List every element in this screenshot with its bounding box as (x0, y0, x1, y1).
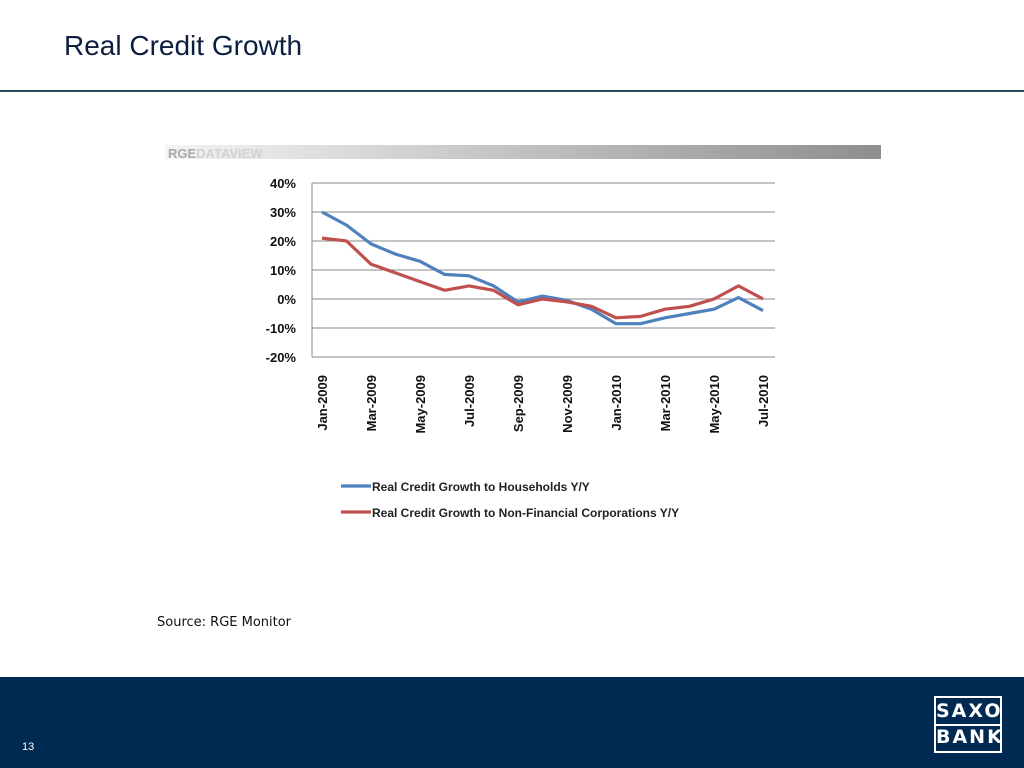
rge-watermark-left: RGE (168, 146, 197, 161)
y-tick-label: 30% (270, 205, 296, 220)
legend: Real Credit Growth to Households Y/Y Real… (341, 480, 679, 520)
y-tick-label: 0% (277, 292, 296, 307)
x-tick-label: Jan-2010 (609, 375, 624, 431)
y-tick-label: -20% (266, 350, 297, 365)
x-tick-label: Jul-2009 (462, 375, 477, 427)
series-lines (321, 210, 764, 326)
rge-watermark: RGEDATAVIEW (168, 146, 263, 161)
grid-lines (312, 182, 775, 329)
credit-growth-chart: RGEDATAVIEW 40% 30% 20% 10% 0% -10% -20% Jan-2… (165, 145, 881, 520)
logo-text-top: SAXO (936, 700, 1003, 722)
y-tick-labels: 40% 30% 20% 10% 0% -10% -20% (266, 176, 297, 365)
x-tick-label: Mar-2010 (658, 375, 673, 431)
y-tick-label: 20% (270, 234, 296, 249)
x-tick-label: Sep-2009 (511, 375, 526, 432)
x-tick-label: Nov-2009 (560, 375, 575, 433)
series-line-1 (321, 210, 764, 326)
title-divider (0, 90, 1024, 92)
rge-watermark-right: DATAVIEW (196, 146, 263, 161)
logo-text-bottom: BANK (936, 726, 1004, 748)
x-tick-label: Jan-2009 (315, 375, 330, 431)
y-tick-label: -10% (266, 321, 297, 336)
axes (311, 183, 775, 358)
x-tick-label: Mar-2009 (364, 375, 379, 431)
x-tick-label: May-2010 (707, 375, 722, 434)
source-note: Source: RGE Monitor (157, 615, 292, 630)
footer-bar (0, 677, 1024, 768)
y-tick-label: 40% (270, 176, 296, 191)
series-line-2 (321, 236, 764, 320)
page-number: 13 (22, 741, 35, 753)
saxo-bank-logo: SAXO BANK (934, 696, 1002, 753)
x-tick-label: Jul-2010 (756, 375, 771, 427)
x-tick-label: May-2009 (413, 375, 428, 434)
logo-divider (936, 724, 1000, 726)
y-tick-label: 10% (270, 263, 296, 278)
slide-title: Real Credit Growth (64, 30, 303, 61)
legend-label: Real Credit Growth to Non-Financial Corp… (372, 506, 679, 520)
x-tick-labels: Jan-2009 Mar-2009 May-2009 Jul-2009 Sep-2009… (315, 375, 771, 434)
legend-label: Real Credit Growth to Households Y/Y (372, 480, 590, 494)
rge-banner (165, 145, 881, 159)
